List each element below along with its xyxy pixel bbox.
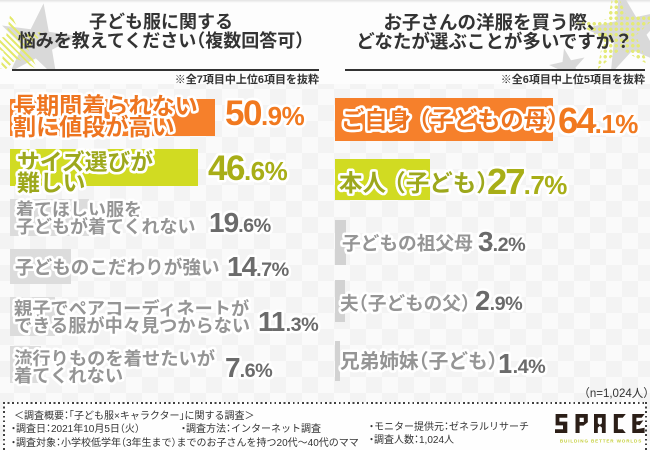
svg-text:BUILDING BETTER WORLDS: BUILDING BETTER WORLDS — [560, 439, 642, 444]
